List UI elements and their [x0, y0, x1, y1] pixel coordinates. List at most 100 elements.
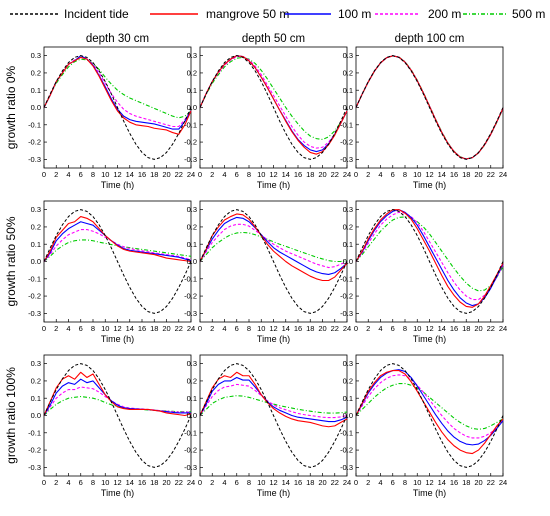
x-tick-label: 6 [235, 478, 239, 487]
x-tick-label: 18 [306, 170, 314, 179]
x-axis-label: Time (h) [101, 334, 134, 344]
y-tick-label: -0.2 [184, 446, 197, 455]
x-tick-label: 20 [318, 324, 326, 333]
x-tick-label: 12 [269, 324, 277, 333]
series-line [199, 376, 348, 423]
y-tick-label: 0.0 [343, 257, 353, 266]
column-title: depth 50 cm [242, 33, 305, 45]
row-title: growth ratio 100% [4, 367, 18, 464]
series-line [355, 209, 504, 308]
y-tick-label: 0.3 [31, 359, 41, 368]
panels: 0.30.20.10.0-0.1-0.2-0.30 2 4 6 8 10 12 14 16 18 2… [28, 46, 507, 498]
series-line [355, 369, 504, 446]
series-line [199, 223, 348, 269]
x-tick-label: 18 [306, 478, 314, 487]
x-tick-label: 24 [343, 324, 351, 333]
x-tick-label: 22 [175, 170, 183, 179]
x-tick-label: 10 [413, 324, 421, 333]
y-tick-label: 0.0 [187, 103, 197, 112]
x-tick-label: 10 [257, 324, 265, 333]
x-tick-label: 6 [235, 170, 239, 179]
y-tick-label: 0.1 [31, 394, 41, 403]
x-tick-label: 22 [175, 324, 183, 333]
panel: 0.30.20.10.0-0.1-0.2-0.30 2 4 6 8 10 12 14 16 18 2… [340, 200, 507, 344]
series-line [199, 231, 348, 263]
column-title: depth 100 cm [395, 33, 465, 45]
x-tick-label: 22 [331, 478, 339, 487]
y-tick-label: -0.2 [184, 138, 197, 147]
panel: 0.30.20.10.0-0.1-0.2-0.30 2 4 6 8 10 12 14 16 18 2… [340, 46, 507, 190]
y-tick-label: -0.2 [184, 292, 197, 301]
x-tick-label: 20 [474, 324, 482, 333]
y-tick-label: -0.3 [340, 463, 353, 472]
x-tick-label: 12 [425, 324, 433, 333]
row-titles: growth ratio 0% growth ratio 50% growth ra… [4, 65, 18, 463]
x-tick-label: 14 [282, 478, 290, 487]
x-tick-label: 4 [378, 324, 382, 333]
x-tick-label: 18 [150, 478, 158, 487]
series-line [43, 371, 192, 417]
x-tick-label: 8 [247, 478, 251, 487]
x-tick-label: 4 [66, 324, 70, 333]
x-tick-label: 22 [487, 324, 495, 333]
x-tick-label: 0 [42, 324, 46, 333]
y-tick-label: -0.2 [340, 138, 353, 147]
x-tick-label: 4 [222, 324, 226, 333]
legend-label: Incident tide [64, 7, 129, 21]
series-line [43, 395, 191, 416]
series-line [355, 211, 504, 301]
y-tick-label: 0.1 [187, 394, 197, 403]
x-tick-label: 10 [101, 324, 109, 333]
x-tick-label: 0 [198, 324, 202, 333]
x-tick-label: 18 [150, 170, 158, 179]
y-tick-label: -0.3 [28, 155, 41, 164]
legend: Incident tide mangrove 50 m 100 m 200 m 500 … [10, 7, 545, 21]
y-tick-label: 0.0 [187, 257, 197, 266]
y-tick-label: 0.1 [187, 86, 197, 95]
x-tick-label: 22 [175, 478, 183, 487]
series-line [43, 58, 192, 119]
y-tick-label: 0.3 [187, 359, 197, 368]
row-title: growth ratio 0% [4, 65, 18, 149]
x-tick-label: 4 [66, 170, 70, 179]
legend-entry: mangrove 50 m [150, 7, 289, 21]
series-line [43, 55, 192, 160]
x-tick-label: 12 [113, 324, 121, 333]
y-tick-label: 0.1 [343, 240, 353, 249]
x-tick-label: 24 [343, 478, 351, 487]
x-tick-label: 20 [318, 170, 326, 179]
x-tick-label: 2 [210, 478, 214, 487]
series-line [199, 216, 348, 276]
x-tick-label: 12 [425, 170, 433, 179]
x-tick-label: 20 [162, 478, 170, 487]
x-tick-label: 14 [126, 324, 134, 333]
y-tick-label: 0.3 [343, 51, 353, 60]
legend-entry: 200 m [375, 7, 461, 21]
series-line [199, 209, 348, 314]
x-axis-label: Time (h) [101, 488, 134, 498]
y-tick-label: 0.0 [343, 103, 353, 112]
x-tick-label: 14 [126, 170, 134, 179]
series-line [199, 56, 348, 141]
series-line [43, 209, 192, 314]
series-line [43, 216, 192, 263]
x-tick-label: 10 [257, 170, 265, 179]
x-tick-label: 22 [487, 170, 495, 179]
y-tick-label: 0.2 [343, 377, 353, 386]
x-tick-label: 10 [413, 170, 421, 179]
y-tick-label: -0.1 [28, 274, 41, 283]
x-tick-label: 14 [438, 324, 446, 333]
x-tick-label: 12 [113, 170, 121, 179]
x-tick-label: 24 [499, 324, 507, 333]
x-tick-label: 18 [306, 324, 314, 333]
x-tick-label: 2 [54, 170, 58, 179]
x-tick-label: 18 [462, 478, 470, 487]
series-line [199, 55, 348, 149]
panel: 0.30.20.10.0-0.1-0.2-0.30 2 4 6 8 10 12 14 16 18 2… [184, 46, 351, 190]
series-line [199, 383, 348, 419]
x-tick-label: 12 [425, 478, 433, 487]
x-tick-label: 16 [138, 170, 146, 179]
y-tick-label: 0.0 [343, 411, 353, 420]
y-tick-label: -0.3 [340, 155, 353, 164]
y-tick-label: 0.2 [31, 223, 41, 232]
